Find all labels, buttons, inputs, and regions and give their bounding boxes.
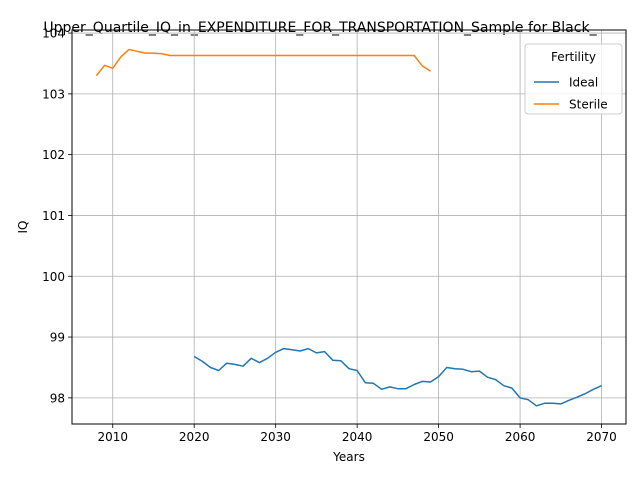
y-axis-label: IQ [16,221,30,234]
x-tick-label: 2010 [97,430,128,444]
legend-label: Ideal [569,76,598,90]
plot-frame [71,29,627,425]
legend-box [524,43,623,115]
x-tick-label: 2070 [586,430,617,444]
legend-label: Sterile [569,98,608,112]
x-tick-label: 2040 [342,430,373,444]
series-lines [95,48,602,407]
y-tick-label: 102 [42,148,65,162]
x-tick-label: 2050 [423,430,454,444]
x-tick-label: 2060 [505,430,536,444]
y-tick-label: 104 [42,27,65,41]
y-tick-label: 98 [50,391,65,405]
series-line-sterile [95,48,431,77]
y-tick-label: 101 [42,209,65,223]
y-tick-label: 99 [50,331,65,345]
legend-title: Fertility [551,50,596,64]
y-tick-label: 100 [42,270,65,284]
y-tick-label: 103 [42,87,65,101]
x-axis-label: Years [332,450,365,464]
axis-ticks: 2010 2020 2030 2040 2050 2060 2070 98 99 100 101 10… [42,27,617,444]
x-tick-label: 2020 [179,430,210,444]
x-tick-label: 2030 [260,430,291,444]
series-line-ideal [193,347,602,407]
chart-title: Upper_Quartile_IQ_in_EXPENDITURE_FOR_TRA… [43,20,597,36]
legend: Fertility Ideal Sterile [524,43,623,115]
